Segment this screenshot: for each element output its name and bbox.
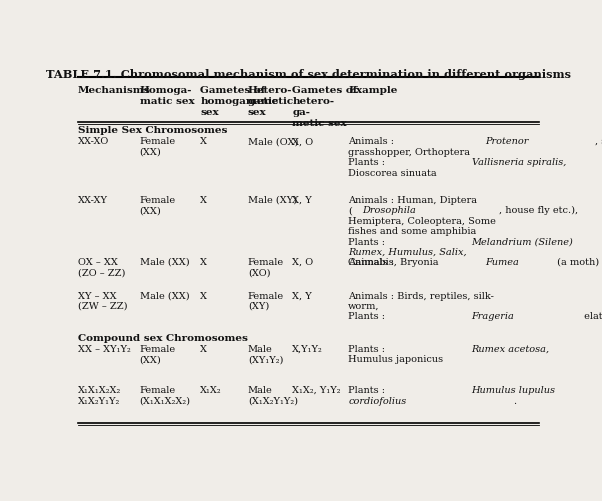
Text: Protenor: Protenor (485, 137, 529, 146)
Text: TABLE 7.1. Chromosomal mechanism of sex determination in different organisms: TABLE 7.1. Chromosomal mechanism of sex … (46, 69, 571, 80)
Text: (a moth): (a moth) (554, 258, 599, 267)
Text: (XX): (XX) (140, 355, 161, 364)
Text: Humulus japonicus: Humulus japonicus (348, 355, 443, 364)
Text: Animals :: Animals : (348, 137, 397, 146)
Text: (XY₁Y₂): (XY₁Y₂) (248, 355, 284, 364)
Text: Rumex, Humulus, Salix,: Rumex, Humulus, Salix, (348, 248, 467, 257)
Text: Hetero-
gametic
sex: Hetero- gametic sex (248, 86, 294, 117)
Text: XY – XX: XY – XX (78, 292, 116, 301)
Text: Example: Example (348, 86, 397, 95)
Text: Female: Female (248, 258, 284, 267)
Text: (X₁X₂Y₁Y₂): (X₁X₂Y₁Y₂) (248, 396, 298, 405)
Text: Plants :: Plants : (348, 237, 388, 246)
Text: Hemiptera, Coleoptera, Some: Hemiptera, Coleoptera, Some (348, 217, 496, 226)
Text: Animals : Human, Diptera: Animals : Human, Diptera (348, 196, 477, 205)
Text: Animals : Birds, reptiles, silk-: Animals : Birds, reptiles, silk- (348, 292, 494, 301)
Text: , house fly etc.),: , house fly etc.), (499, 206, 578, 215)
Text: XX-XO: XX-XO (78, 137, 109, 146)
Text: Melandrium (Silene): Melandrium (Silene) (471, 237, 573, 246)
Text: X: X (200, 292, 207, 301)
Text: (: ( (348, 206, 352, 215)
Text: Gametes of
hetero-
ga-
metic sex: Gametes of hetero- ga- metic sex (292, 86, 358, 128)
Text: Female: Female (140, 386, 176, 395)
Text: X, O: X, O (292, 258, 313, 267)
Text: Male (XY): Male (XY) (248, 196, 297, 205)
Text: worm,: worm, (348, 302, 380, 311)
Text: Female: Female (140, 137, 176, 146)
Text: OX – XX: OX – XX (78, 258, 117, 267)
Text: X: X (200, 258, 207, 267)
Text: Male (XX): Male (XX) (140, 292, 189, 301)
Text: fishes and some amphibia: fishes and some amphibia (348, 227, 476, 236)
Text: X: X (200, 345, 207, 354)
Text: grasshopper, Orthoptera: grasshopper, Orthoptera (348, 148, 470, 157)
Text: Drosophila: Drosophila (362, 206, 416, 215)
Text: X₁X₁X₂X₂: X₁X₁X₂X₂ (78, 386, 121, 395)
Text: Simple Sex Chromosomes: Simple Sex Chromosomes (78, 126, 227, 135)
Text: Compound sex Chromosomes: Compound sex Chromosomes (78, 334, 247, 343)
Text: X: X (200, 137, 207, 146)
Text: , spiders,: , spiders, (595, 137, 602, 146)
Text: X₁X₂Y₁Y₂: X₁X₂Y₁Y₂ (78, 396, 120, 405)
Text: Humulus lupulus: Humulus lupulus (471, 386, 556, 395)
Text: Cannabis, Bryonia: Cannabis, Bryonia (348, 259, 439, 268)
Text: X: X (200, 196, 207, 205)
Text: X, O: X, O (292, 137, 313, 146)
Text: (XX): (XX) (140, 148, 161, 157)
Text: elatior: elatior (582, 313, 602, 322)
Text: (XX): (XX) (140, 206, 161, 215)
Text: Plants :: Plants : (348, 345, 388, 354)
Text: Homoga-
matic sex: Homoga- matic sex (140, 86, 194, 106)
Text: Female: Female (140, 345, 176, 354)
Text: Gametes of
homogametic
sex: Gametes of homogametic sex (200, 86, 279, 117)
Text: (XY): (XY) (248, 302, 269, 311)
Text: (ZO – ZZ): (ZO – ZZ) (78, 268, 125, 277)
Text: X, Y: X, Y (292, 292, 312, 301)
Text: (XO): (XO) (248, 268, 270, 277)
Text: Plants :: Plants : (348, 158, 388, 167)
Text: Animals :: Animals : (348, 258, 397, 267)
Text: Male (XX): Male (XX) (140, 258, 189, 267)
Text: XX-XY: XX-XY (78, 196, 108, 205)
Text: X,Y₁Y₂: X,Y₁Y₂ (292, 345, 323, 354)
Text: Male (OX): Male (OX) (248, 137, 298, 146)
Text: Male: Male (248, 386, 273, 395)
Text: (ZW – ZZ): (ZW – ZZ) (78, 302, 127, 311)
Text: Fumea: Fumea (485, 258, 519, 267)
Text: (X₁X₁X₂X₂): (X₁X₁X₂X₂) (140, 396, 191, 405)
Text: Female: Female (248, 292, 284, 301)
Text: Male: Male (248, 345, 273, 354)
Text: X, Y: X, Y (292, 196, 312, 205)
Text: Plants :: Plants : (348, 386, 388, 395)
Text: cordiofolius: cordiofolius (348, 396, 406, 405)
Text: Frageria: Frageria (471, 313, 515, 322)
Text: .: . (513, 396, 516, 405)
Text: XX – XY₁Y₂: XX – XY₁Y₂ (78, 345, 130, 354)
Text: Rumex acetosa,: Rumex acetosa, (471, 345, 550, 354)
Text: Dioscorea sinuata: Dioscorea sinuata (348, 168, 437, 177)
Text: Female: Female (140, 196, 176, 205)
Text: Mechanisms: Mechanisms (78, 86, 150, 95)
Text: Vallisneria spiralis,: Vallisneria spiralis, (471, 158, 566, 167)
Text: X₁X₂: X₁X₂ (200, 386, 222, 395)
Text: X₁X₂, Y₁Y₂: X₁X₂, Y₁Y₂ (292, 386, 341, 395)
Text: Plants :: Plants : (348, 313, 388, 322)
